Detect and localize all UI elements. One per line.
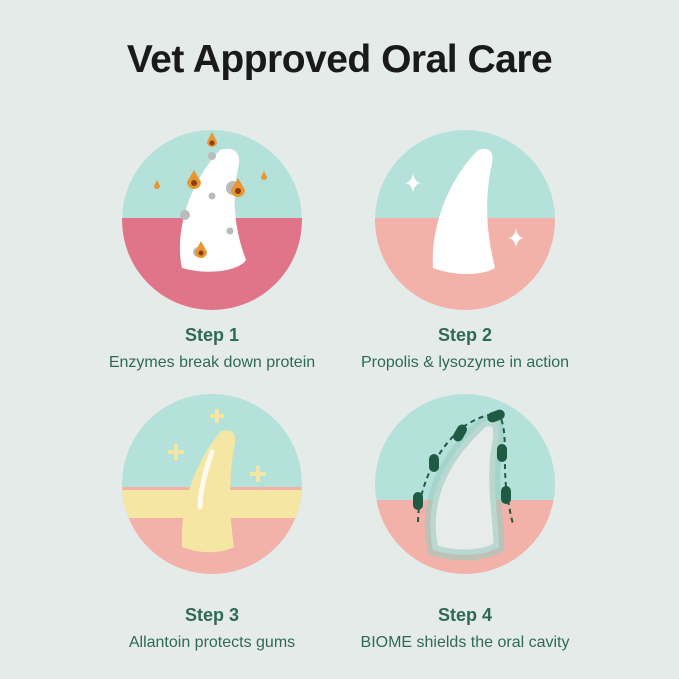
tooth-with-probiotic-shield-illustration [375,394,555,574]
step-label: Step 1 [184,325,240,345]
step-4: Step 4 BIOME shields the oral cavity [315,605,615,652]
step-description: Propolis & lysozyme in action [360,354,570,371]
sparkle-icon [405,173,421,193]
step-description: BIOME shields the oral cavity [360,634,570,651]
step-description: Allantoin protects gums [128,634,296,651]
bacteria-icon [154,132,267,258]
plus-sparkle-icon [168,409,266,482]
clean-tooth-sparkle-illustration [375,130,555,310]
step-3: Step 3 Allantoin protects gums [62,605,362,652]
page-title: Vet Approved Oral Care [126,38,553,81]
tooth-with-healing-gums-illustration [122,394,302,574]
step-label: Step 3 [184,605,240,625]
tooth-with-bacteria-illustration [122,130,302,310]
probiotic-icon [413,409,511,510]
sparkle-icon [508,228,524,248]
step-label: Step 2 [437,325,493,345]
step-label: Step 4 [437,605,493,625]
step-description: Enzymes break down protein [108,354,316,371]
step-1: Step 1 Enzymes break down protein [62,325,362,372]
step-2: Step 2 Propolis & lysozyme in action [315,325,615,372]
